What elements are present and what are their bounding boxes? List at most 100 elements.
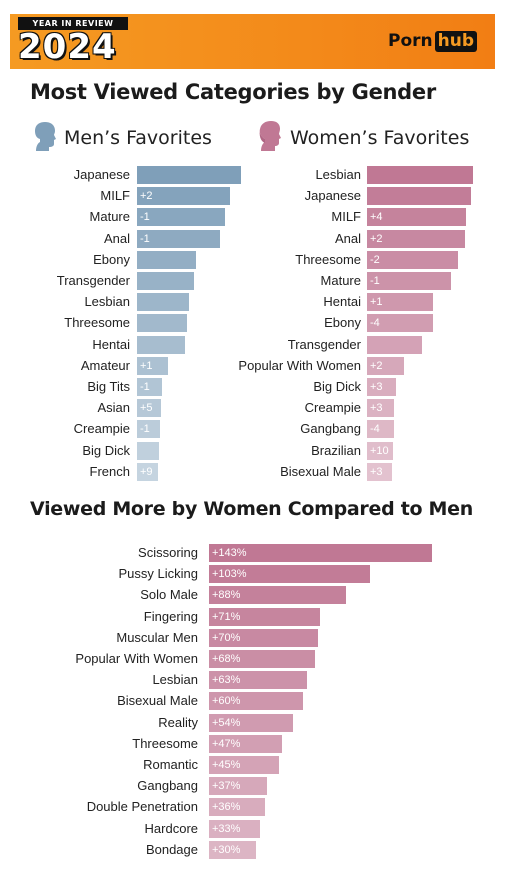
bar-value-label: -4 <box>370 423 380 436</box>
category-label: Mature <box>89 209 130 225</box>
category-label: Gangbang <box>137 778 198 794</box>
category-label: Solo Male <box>140 587 198 603</box>
category-label: Hardcore <box>144 820 198 836</box>
bar-value-label: +10 <box>370 444 389 457</box>
bar-value-label: +2 <box>370 232 383 245</box>
bar <box>209 777 267 796</box>
bar-value-label: -1 <box>140 423 150 436</box>
bar <box>137 250 196 269</box>
category-label: Creampie <box>73 421 130 437</box>
bar <box>367 272 451 290</box>
gender-section-title: Most Viewed Categories by Gender <box>30 80 436 104</box>
bar-value-label: -1 <box>140 381 150 393</box>
category-label: MILF <box>331 209 361 225</box>
bar <box>367 420 394 439</box>
brand-logo-box: hub <box>434 30 477 52</box>
bar <box>209 692 303 711</box>
category-label: Fingering <box>143 608 198 624</box>
bar-value-label: +1 <box>370 296 383 309</box>
bar <box>209 840 256 859</box>
bar-value-label: -1 <box>140 232 150 245</box>
bar <box>367 441 393 460</box>
bar <box>137 166 241 184</box>
bar-value-label: +70% <box>212 631 241 644</box>
bar <box>367 335 422 354</box>
category-label: Creampie <box>304 400 361 416</box>
bar <box>137 293 189 312</box>
bar <box>209 586 347 605</box>
category-label: Threesome <box>64 315 130 331</box>
category-label: Lesbian <box>315 167 361 182</box>
bar <box>209 756 280 774</box>
category-label: Transgender <box>56 273 130 288</box>
category-label: Ebony <box>93 251 130 267</box>
bar-value-label: -2 <box>370 253 380 266</box>
bar <box>137 187 230 206</box>
bar <box>209 544 433 562</box>
category-label: Ebony <box>324 315 361 331</box>
category-label: Asian <box>97 400 130 416</box>
bar <box>137 208 225 227</box>
category-label: Hentai <box>323 294 361 310</box>
compare-section-title: Viewed More by Women Compared to Men <box>30 498 473 520</box>
bar <box>367 187 471 206</box>
bar <box>209 798 266 817</box>
bar <box>137 420 160 439</box>
category-label: Lesbian <box>152 672 198 688</box>
category-label: Threesome <box>295 251 361 267</box>
category-label: French <box>89 463 130 479</box>
bar-value-label: +36% <box>212 801 241 814</box>
bar <box>367 399 394 418</box>
bar <box>209 607 320 626</box>
men-favorites-title: Men’s Favorites <box>64 127 212 149</box>
bar-value-label: +2 <box>140 190 153 203</box>
category-label: Hentai <box>92 336 130 352</box>
category-label: Bondage <box>145 841 198 857</box>
category-label: Threesome <box>132 735 198 751</box>
bar <box>137 441 159 460</box>
category-label: Anal <box>103 230 130 246</box>
bar <box>367 166 473 184</box>
bar-value-label: +3 <box>370 381 383 393</box>
category-label: Mature <box>320 273 361 288</box>
bar <box>367 314 433 333</box>
bar-value-label: +3 <box>370 465 383 478</box>
bar <box>137 335 185 354</box>
year-label: 2024 <box>18 27 117 67</box>
category-label: Gangbang <box>300 421 361 437</box>
bar-value-label: +1 <box>140 359 153 372</box>
bar <box>137 462 158 481</box>
bar <box>209 565 370 584</box>
bar <box>137 272 194 290</box>
bar-value-label: +103% <box>212 568 247 581</box>
category-label: Amateur <box>80 357 130 373</box>
bar <box>367 208 466 227</box>
men-favorites-header: Men’s Favorites <box>30 120 212 156</box>
category-label: Brazilian <box>311 442 361 458</box>
bar <box>209 713 294 732</box>
bar <box>367 250 458 269</box>
bar <box>367 356 404 375</box>
category-label: Muscular Men <box>116 629 198 645</box>
bar <box>209 734 283 753</box>
category-label: Bisexual Male <box>280 463 361 479</box>
bar <box>137 356 168 375</box>
category-label: Japanese <box>304 188 361 204</box>
bar <box>209 628 319 647</box>
category-label: Pussy Licking <box>118 566 198 582</box>
header-banner: YEAR IN REVIEW 2024 Porn hub <box>10 14 495 69</box>
category-label: Scissoring <box>138 545 198 560</box>
category-label: Transgender <box>287 336 361 352</box>
bar-value-label: +88% <box>212 589 241 602</box>
bar-value-label: +33% <box>212 822 241 835</box>
bar-value-label: +30% <box>212 843 241 856</box>
bar <box>137 229 220 248</box>
category-label: Big Dick <box>82 442 130 458</box>
bar <box>137 314 187 333</box>
category-label: Bisexual Male <box>117 693 198 709</box>
bar-value-label: +47% <box>212 737 241 750</box>
bar-value-label: +68% <box>212 653 241 665</box>
bar-value-label: +3 <box>370 402 383 415</box>
bar-value-label: +63% <box>212 674 241 687</box>
bar <box>367 378 396 396</box>
